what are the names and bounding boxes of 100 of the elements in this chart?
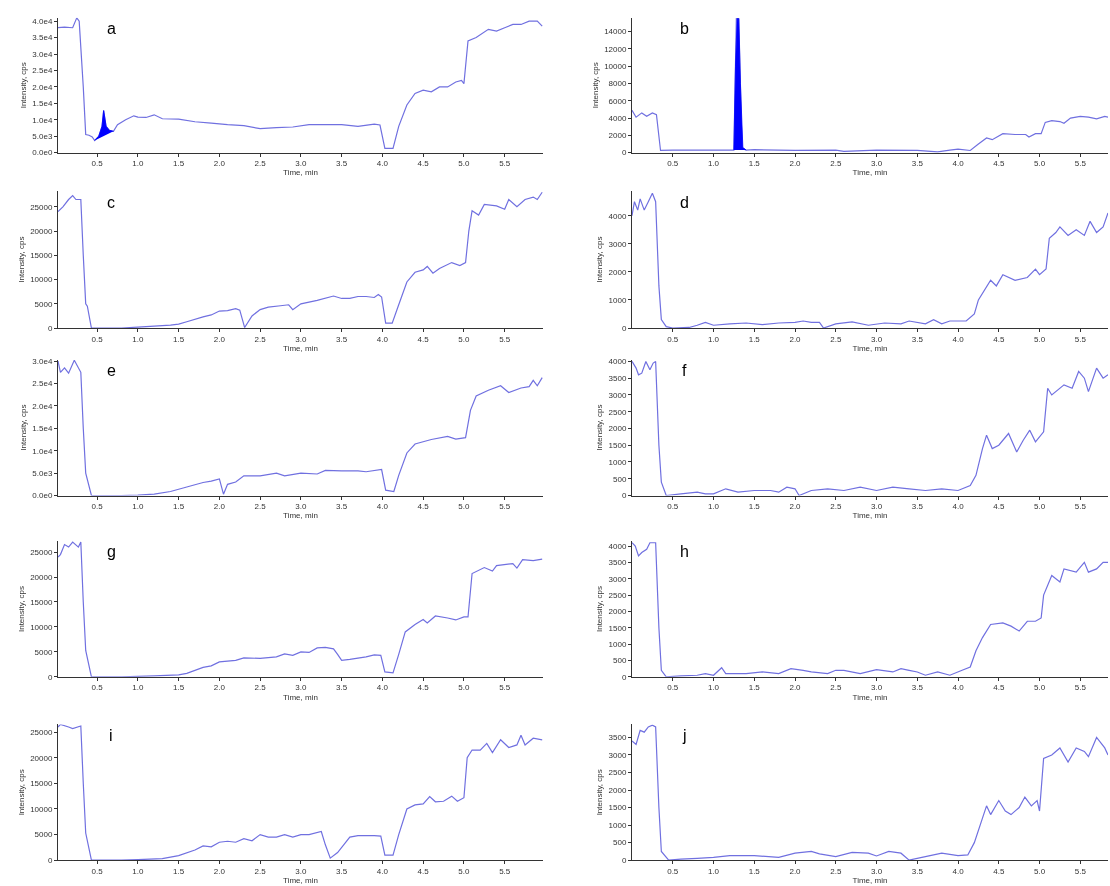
x-tick-label: 1.0 (707, 866, 720, 876)
x-tick-label: 5.0 (458, 334, 471, 344)
x-tick-label: 4.5 (417, 866, 430, 876)
y-tick-label: 3.5e4 (32, 33, 53, 43)
y-tick-label: 3500 (608, 733, 627, 743)
y-tick-label: 3.0e4 (32, 49, 53, 59)
y-tick-label: 2.0e4 (32, 401, 53, 411)
annotation: g (107, 543, 116, 560)
x-tick-label: 3.5 (911, 502, 924, 512)
y-tick-label: 20000 (30, 753, 53, 763)
annotation: f (682, 362, 687, 379)
annotation: b (680, 20, 689, 37)
y-tick-label: 2000 (608, 785, 627, 795)
y-tick-label: 1000 (608, 820, 627, 830)
y-tick-label: 1.5e4 (32, 99, 53, 109)
y-tick-label: 20000 (30, 572, 53, 582)
y-tick-label: 3500 (608, 373, 627, 383)
y-tick-label: 1500 (608, 441, 627, 451)
y-tick-label: 25000 (30, 727, 53, 737)
x-axis-title: Time, min (852, 511, 888, 521)
y-tick-label: 2.0e4 (32, 82, 53, 92)
x-tick-label: 3.5 (336, 683, 348, 693)
x-tick-label: 5.5 (499, 683, 511, 693)
y-axis-title: Intensity, cps (19, 404, 29, 451)
annotation: a (107, 20, 116, 37)
annotation: c (107, 194, 115, 211)
annotation: i (109, 727, 113, 744)
y-tick-label: 1.0e4 (32, 115, 53, 125)
y-tick-label: 20000 (30, 226, 53, 236)
x-tick-label: 5.0 (458, 866, 471, 876)
x-tick-label: 5.0 (1033, 683, 1046, 693)
y-tick-label: 0.0e0 (32, 491, 53, 501)
x-axis-title: Time, min (852, 343, 888, 353)
y-tick-label: 8000 (608, 79, 627, 89)
y-tick-label: 15000 (30, 779, 53, 789)
y-tick-label: 1500 (608, 803, 627, 813)
y-tick-label: 0 (47, 672, 53, 682)
x-tick-label: 0.5 (91, 683, 104, 693)
annotation: e (107, 362, 116, 379)
x-tick-label: 3.5 (911, 866, 924, 876)
y-axis-title: Intensity, cps (16, 585, 26, 633)
x-tick-label: 5.5 (1074, 683, 1087, 693)
x-tick-label: 1.0 (132, 866, 144, 876)
x-tick-label: 1.0 (132, 334, 144, 344)
x-tick-label: 3.0 (870, 683, 883, 693)
x-tick-label: 3.5 (336, 159, 348, 169)
y-tick-label: 4000 (608, 357, 627, 367)
y-axis-title: Intensity, cps (595, 769, 605, 816)
y-tick-label: 4000 (608, 113, 627, 123)
x-tick-label: 4.5 (417, 159, 430, 169)
x-tick-label: 5.5 (1074, 866, 1087, 876)
y-tick-label: 15000 (30, 251, 53, 261)
x-tick-label: 1.5 (173, 334, 185, 344)
y-tick-label: 5000 (34, 647, 53, 657)
x-tick-label: 2.5 (254, 683, 267, 693)
x-tick-label: 4.0 (952, 159, 965, 169)
x-tick-label: 1.0 (132, 683, 144, 693)
x-tick-label: 2.5 (830, 159, 842, 169)
y-tick-label: 0.0e0 (32, 148, 53, 158)
x-tick-label: 2.5 (254, 502, 267, 512)
x-tick-label: 1.0 (707, 334, 720, 344)
x-tick-label: 4.0 (376, 159, 389, 169)
y-tick-label: 1500 (608, 623, 627, 633)
x-tick-label: 3.5 (911, 159, 924, 169)
x-tick-label: 1.5 (173, 683, 185, 693)
x-tick-label: 2.5 (254, 159, 267, 169)
x-tick-label: 3.0 (295, 502, 308, 512)
x-axis-title: Time, min (852, 875, 888, 885)
x-tick-label: 2.0 (789, 866, 802, 876)
annotation: d (680, 194, 689, 211)
x-tick-label: 4.0 (952, 683, 965, 693)
y-tick-label: 5.0e3 (32, 132, 53, 141)
y-tick-label: 3000 (608, 750, 627, 760)
x-tick-label: 1.5 (748, 159, 761, 169)
x-tick-label: 1.0 (707, 683, 720, 693)
x-tick-label: 2.0 (213, 159, 226, 169)
x-tick-label: 1.5 (748, 334, 761, 344)
y-tick-label: 4000 (608, 211, 627, 221)
x-tick-label: 5.0 (1033, 334, 1046, 344)
x-tick-label: 5.0 (1033, 159, 1046, 169)
y-tick-label: 12000 (604, 44, 627, 54)
y-tick-label: 0 (621, 491, 627, 501)
x-tick-label: 3.5 (336, 502, 348, 512)
y-tick-label: 3000 (608, 239, 627, 249)
y-tick-label: 0 (47, 323, 53, 333)
x-tick-label: 3.5 (336, 334, 348, 344)
x-tick-label: 4.5 (417, 502, 430, 512)
y-tick-label: 10000 (30, 804, 53, 814)
y-tick-label: 14000 (604, 27, 627, 37)
x-tick-label: 4.5 (417, 683, 430, 693)
x-tick-label: 3.0 (295, 866, 308, 876)
x-tick-label: 5.0 (1033, 866, 1046, 876)
y-tick-label: 10000 (604, 62, 627, 72)
y-axis-title: Intensity, cps (16, 769, 26, 816)
y-tick-label: 500 (613, 656, 627, 666)
y-tick-label: 2500 (608, 768, 627, 778)
x-tick-label: 5.5 (499, 502, 511, 512)
x-axis-title: Time, min (283, 511, 318, 521)
y-tick-label: 3000 (608, 390, 627, 400)
y-tick-label: 3.0e4 (32, 356, 53, 366)
